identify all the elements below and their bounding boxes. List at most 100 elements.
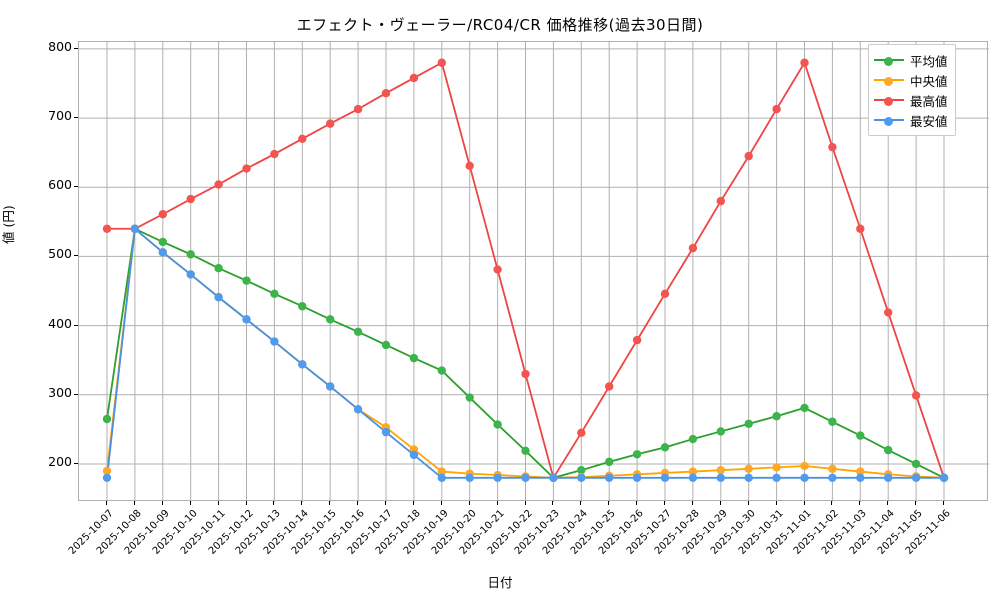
data-point — [772, 104, 781, 114]
x-tick-mark — [189, 501, 191, 505]
plot-area — [78, 41, 989, 502]
x-tick-mark — [719, 501, 721, 505]
data-point — [409, 450, 419, 460]
data-point — [437, 473, 446, 482]
y-tick-mark — [74, 324, 78, 326]
data-point — [660, 473, 670, 482]
chart-legend: 平均値 中央値最高値最安値 — [868, 44, 956, 136]
data-point — [298, 360, 307, 369]
data-point — [409, 73, 419, 83]
data-point — [493, 265, 502, 274]
data-point — [102, 414, 112, 424]
data-point — [772, 463, 781, 472]
data-point — [856, 473, 865, 482]
x-tick-mark — [664, 501, 665, 505]
data-point — [744, 473, 753, 482]
data-point — [465, 473, 474, 482]
data-point — [744, 464, 753, 473]
y-tick-label: 800 — [48, 38, 72, 54]
data-point — [856, 431, 865, 440]
data-point — [716, 465, 725, 475]
data-point — [911, 391, 921, 400]
data-point — [493, 420, 502, 429]
data-point — [130, 224, 140, 233]
data-point — [632, 335, 642, 345]
data-point — [270, 149, 279, 159]
data-point — [800, 403, 809, 413]
data-point — [939, 473, 949, 482]
data-point — [772, 412, 781, 421]
data-point — [660, 443, 670, 452]
legend-label: 最高値 — [910, 93, 948, 109]
x-tick-mark — [803, 501, 805, 505]
legend-marker-icon — [874, 94, 904, 106]
x-tick-mark — [496, 501, 498, 505]
data-point — [102, 473, 112, 482]
data-point — [772, 473, 781, 482]
legend-label: 最安値 — [910, 113, 948, 129]
legend-label: 平均値 — [910, 53, 948, 69]
data-point — [381, 88, 391, 98]
data-point — [716, 473, 725, 482]
data-point — [326, 119, 335, 128]
data-point — [688, 467, 698, 476]
x-tick-mark — [301, 501, 303, 505]
grid-lines — [79, 42, 989, 502]
data-point — [605, 457, 614, 467]
data-point — [186, 250, 195, 259]
legend-item-0[interactable]: 平均値 — [874, 50, 948, 70]
legend-item-1[interactable]: 中央値 — [874, 70, 948, 90]
x-tick-mark — [859, 501, 861, 505]
data-point — [800, 58, 809, 67]
legend-marker-icon — [874, 114, 904, 126]
y-axis-label: 値 (円) — [1, 205, 16, 244]
x-tick-mark — [245, 501, 247, 505]
data-point — [605, 473, 614, 482]
y-tick-label: 600 — [48, 177, 72, 193]
x-tick-mark — [943, 501, 944, 505]
data-point — [744, 151, 753, 161]
data-point — [632, 473, 642, 482]
data-point — [493, 473, 502, 482]
x-tick-mark — [412, 501, 414, 505]
data-point — [716, 427, 725, 436]
data-point — [242, 276, 251, 285]
data-point — [158, 248, 167, 257]
data-point — [298, 302, 307, 311]
data-point — [660, 289, 670, 298]
data-point — [465, 393, 474, 402]
data-point — [884, 445, 893, 455]
x-tick-mark — [161, 501, 163, 505]
data-point — [326, 382, 335, 391]
x-tick-mark — [524, 501, 526, 505]
data-point — [828, 473, 837, 482]
y-tick-mark — [74, 186, 78, 188]
data-point — [856, 467, 865, 476]
y-tick-mark — [74, 117, 78, 119]
data-point — [800, 473, 809, 482]
x-tick-mark — [915, 501, 917, 505]
x-tick-mark — [133, 501, 135, 505]
data-point — [521, 369, 530, 379]
x-tick-mark — [468, 501, 470, 505]
series-line-3 — [106, 227, 945, 479]
legend-item-2[interactable]: 最高値 — [874, 90, 948, 110]
x-tick-mark — [887, 501, 889, 505]
data-point — [186, 194, 195, 204]
y-tick-label: 500 — [48, 246, 72, 262]
y-tick-mark — [74, 255, 78, 257]
legend-marker-icon — [874, 74, 904, 86]
data-point — [409, 353, 419, 363]
legend-item-3[interactable]: 最安値 — [874, 110, 948, 130]
x-tick-mark — [357, 501, 359, 505]
x-tick-mark — [329, 501, 331, 505]
data-point — [800, 461, 809, 471]
data-point — [158, 237, 167, 247]
data-point — [688, 434, 698, 444]
data-point — [465, 161, 474, 171]
y-tick-mark — [74, 462, 78, 464]
data-point — [437, 58, 446, 67]
data-point — [716, 196, 725, 206]
x-tick-mark — [440, 501, 442, 505]
